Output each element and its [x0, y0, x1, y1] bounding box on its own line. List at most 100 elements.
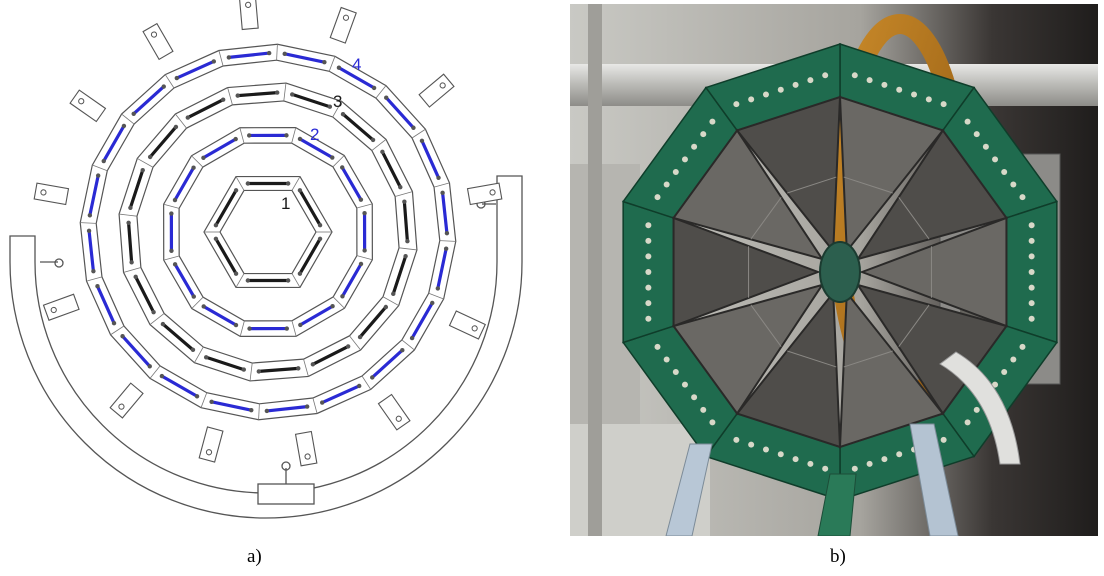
- readout-chip: [911, 91, 918, 98]
- layer-4-ladder-end: [226, 55, 232, 60]
- layer-2-spoke: [332, 296, 345, 309]
- layer-4-spoke: [200, 392, 208, 408]
- layer-3-ladder-end: [185, 115, 191, 120]
- mounting-tab: [294, 430, 318, 467]
- readout-chip: [645, 253, 652, 260]
- layer-3-ladder: [402, 200, 409, 243]
- mounting-tab: [418, 73, 455, 108]
- layer-2-ladder-end: [358, 197, 364, 202]
- layer-1-ladder-end: [233, 271, 239, 276]
- readout-chip: [1028, 315, 1035, 322]
- layer-4-ladder-end: [120, 334, 125, 339]
- layer-4-ladder-end: [194, 394, 200, 399]
- layer-3-ladder-end: [133, 274, 138, 280]
- layer-2-ladder: [173, 166, 196, 202]
- caption-panel-a: a): [247, 546, 262, 567]
- layer-3-spoke: [303, 359, 309, 377]
- layer-1-spoke: [291, 176, 301, 191]
- readout-chip: [681, 156, 688, 163]
- layer-3-ladder: [186, 98, 225, 120]
- readout-chip: [1001, 369, 1008, 376]
- layer-4-ladder-end: [174, 75, 180, 81]
- silicon-wedge-sensor: [838, 95, 945, 254]
- layer-3-ladder-end: [380, 149, 385, 155]
- layer-3-spoke: [149, 313, 165, 325]
- readout-chip: [645, 269, 652, 275]
- readout-chip: [1028, 300, 1035, 307]
- readout-chip: [851, 465, 858, 472]
- layer-4-spoke: [92, 164, 108, 172]
- mounting-tab: [329, 6, 357, 44]
- layer-1-ladder-end: [317, 223, 323, 228]
- readout-chip: [973, 131, 980, 138]
- layer-3-ladder-end: [220, 97, 226, 102]
- layer-3-ladder-end: [241, 367, 247, 372]
- layer-2-ladder-end: [191, 165, 196, 170]
- layer-4-ladder: [420, 139, 441, 180]
- readout-chip: [964, 419, 971, 426]
- readout-chip: [925, 96, 932, 103]
- layer-4-spoke: [164, 74, 175, 89]
- layer-2-ladder-end: [191, 294, 196, 299]
- readout-chip: [645, 315, 652, 322]
- readout-chip: [881, 81, 888, 88]
- layer-3-ladder-end: [398, 184, 403, 190]
- readout-chip: [654, 194, 661, 201]
- readout-chip: [672, 168, 679, 175]
- detector-photo: [570, 4, 1098, 536]
- readout-chip: [777, 451, 784, 458]
- layer-3-ladder: [161, 322, 195, 352]
- layer-3-spoke: [382, 296, 399, 306]
- layer-1-ladder-end: [233, 188, 239, 193]
- layer-4-ladder-end: [336, 65, 342, 70]
- layer-4-ladder-end: [304, 404, 310, 409]
- mounting-tabs: [33, 0, 503, 467]
- sensor-seam: [750, 197, 782, 240]
- layer-2-ladder-end: [340, 294, 345, 299]
- sensor-seam: [787, 176, 837, 194]
- layer-4-ladder-end: [91, 268, 96, 274]
- layer-2-ladder-end: [362, 248, 367, 253]
- mounting-tab: [377, 393, 411, 431]
- layer-1-spoke: [235, 176, 245, 191]
- layer-1-ladder-end: [297, 188, 303, 193]
- layer-4-ladder-end: [101, 158, 106, 164]
- layer-2-ladder-end: [169, 248, 174, 254]
- layer-2-ladder: [201, 137, 238, 160]
- sensor-seam: [843, 176, 893, 194]
- layer-4-ladder-end: [440, 190, 445, 196]
- layer-1-ladder-end: [297, 271, 303, 276]
- readout-chip: [1019, 194, 1026, 201]
- silicon-wedge-sensor: [671, 128, 825, 261]
- readout-chip: [654, 343, 661, 350]
- layer-4-ladder-end: [384, 95, 389, 100]
- readout-chip: [748, 441, 755, 448]
- readout-chip: [1028, 237, 1035, 244]
- layer-4-spoke: [312, 397, 318, 414]
- layer-4-ladder: [283, 52, 326, 64]
- layer-3-spoke: [194, 346, 204, 363]
- readout-chip: [700, 131, 707, 138]
- layer-2-ladder-end: [201, 155, 206, 160]
- readout-chip: [807, 77, 814, 84]
- layer-4-ladder: [88, 174, 100, 217]
- layer-2-ladder-end: [340, 165, 345, 170]
- readout-chip: [1010, 356, 1017, 363]
- detector-layout-drawing: 1 2 3 4: [9, 0, 523, 519]
- layer-4-ladder-end: [95, 173, 101, 178]
- layer-2-spoke: [191, 155, 204, 168]
- layer-2-spoke: [191, 296, 204, 309]
- readout-chip: [1028, 284, 1035, 291]
- mounting-tab: [198, 426, 224, 463]
- layer-2-ladder-end: [201, 304, 206, 309]
- layer-4-ladder: [87, 229, 96, 273]
- layer-4-spoke: [375, 85, 387, 99]
- layer-4-ladder-end: [409, 335, 415, 341]
- readout-chip: [1028, 269, 1035, 275]
- layer-4-ladder: [120, 334, 152, 368]
- layer-3-ladder-end: [128, 205, 133, 211]
- readout-chip: [733, 436, 740, 443]
- readout-chip: [700, 406, 707, 413]
- layer-1-ladder: [298, 237, 322, 276]
- layer-3-ladder-end: [129, 260, 134, 265]
